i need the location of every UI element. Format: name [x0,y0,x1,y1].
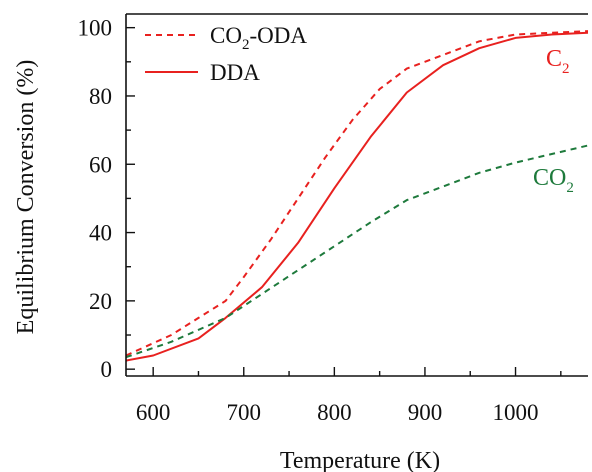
y-tick-label: 80 [89,84,112,109]
x-tick-label: 600 [136,400,171,425]
x-axis-title: Temperature (K) [280,448,440,472]
y-tick-label: 0 [101,357,113,382]
annotation-co2-main: CO [533,165,566,191]
series-line-1 [125,31,589,362]
annotation-c2-main: C [546,46,562,72]
legend-label-co2-oda-sub: 2 [242,37,250,53]
legend: CO2-ODA DDA [145,23,307,85]
axes [125,13,588,377]
x-tick-label: 800 [317,400,352,425]
legend-label-co2-oda-main: CO [210,23,242,48]
annotation-c2-sub: 2 [562,61,570,77]
x-tick-label: 700 [227,400,262,425]
annotation-c2: C2 [546,46,570,77]
annotation-co2: CO2 [533,165,574,196]
series-line-0 [125,30,589,357]
y-tick-label: 20 [89,289,112,314]
annotation-co2-sub: 2 [566,180,574,196]
y-tick-label: 60 [89,152,112,177]
x-tick-label: 900 [408,400,443,425]
legend-label-co2-oda: CO2-ODA [210,23,307,53]
series-line-2 [125,144,589,359]
y-tick-label: 40 [89,221,112,246]
legend-label-co2-oda-tail: -ODA [249,23,307,48]
series-layer [125,30,589,362]
x-tick-label: 1000 [493,400,539,425]
tick-labels: 0 20 40 60 80 100 600 700 800 900 1000 [78,16,539,425]
legend-label-dda: DDA [210,60,260,85]
y-tick-label: 100 [78,16,113,41]
y-axis-title: Equilibrium Conversion (%) [13,60,39,335]
